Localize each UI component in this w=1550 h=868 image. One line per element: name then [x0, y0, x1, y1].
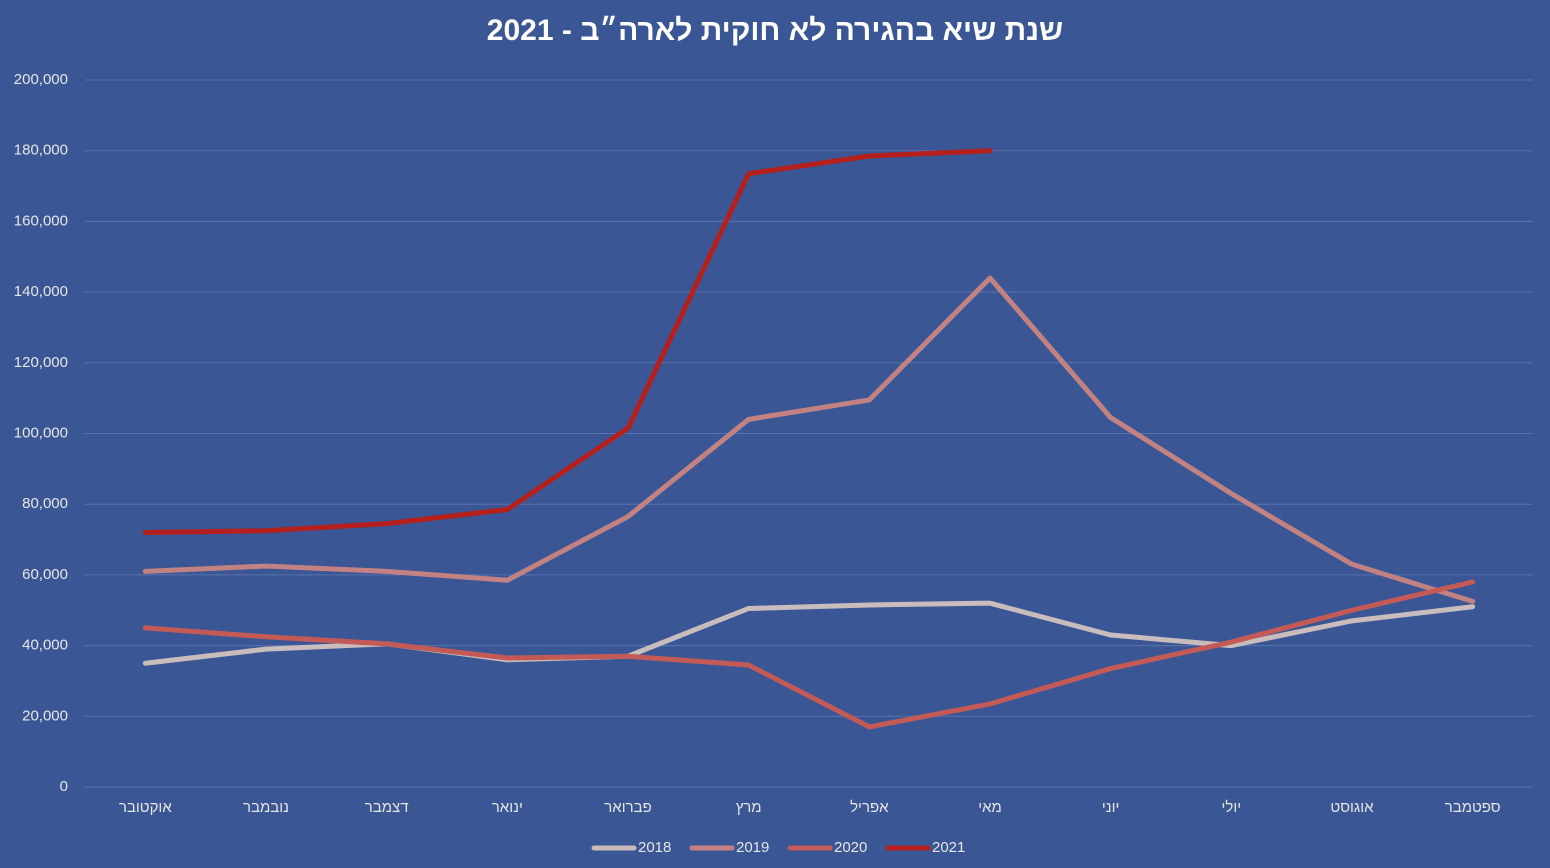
- series-line: [142, 275, 1476, 604]
- y-tick-label: 80,000: [22, 495, 68, 512]
- x-tick-label: יוני: [1102, 799, 1120, 816]
- y-tick-label: 160,000: [14, 212, 68, 229]
- y-tick-label: 40,000: [22, 637, 68, 654]
- x-tick-label: יולי: [1222, 799, 1242, 816]
- y-tick-label: 100,000: [14, 424, 68, 441]
- legend-label: 2018: [638, 839, 671, 856]
- series-line: [142, 148, 993, 535]
- x-tick-label: אפריל: [850, 799, 889, 816]
- x-tick-label: ינואר: [492, 799, 523, 816]
- x-tick-label: אוגוסט: [1330, 799, 1374, 816]
- x-tick-label: נובמבר: [243, 799, 289, 816]
- series-line: [142, 579, 1476, 730]
- x-tick-label: דצמבר: [365, 799, 409, 816]
- y-tick-label: 140,000: [14, 283, 68, 300]
- y-tick-label: 60,000: [22, 566, 68, 583]
- y-tick-label: 0: [60, 778, 68, 795]
- y-tick-label: 120,000: [14, 354, 68, 371]
- y-tick-label: 200,000: [14, 71, 68, 88]
- chart-title: שנת שיא בהגירה לא חוקית לארה״ב - 2021: [486, 14, 1064, 47]
- x-tick-label: ספטמבר: [1445, 799, 1501, 816]
- x-tick-label: פברואר: [604, 799, 651, 816]
- y-tick-label: 180,000: [14, 142, 68, 159]
- x-tick-label: אוקטובר: [119, 799, 172, 816]
- x-tick-label: מאי: [978, 799, 1002, 816]
- x-tick-label: מרץ: [736, 799, 762, 816]
- legend-label: 2020: [834, 839, 867, 856]
- legend-label: 2021: [932, 839, 965, 856]
- y-tick-label: 20,000: [22, 707, 68, 724]
- legend-label: 2019: [736, 839, 769, 856]
